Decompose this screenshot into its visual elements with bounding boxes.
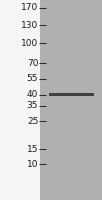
Text: 10: 10 [27, 160, 38, 169]
Text: 130: 130 [21, 21, 38, 29]
Text: 15: 15 [27, 144, 38, 154]
Text: 55: 55 [27, 74, 38, 83]
Text: 35: 35 [27, 101, 38, 110]
Text: 25: 25 [27, 117, 38, 126]
Bar [0, 123, 40, 147]
Bar [40, 0, 102, 200]
Text: 100: 100 [21, 38, 38, 47]
Text: 40: 40 [27, 90, 38, 99]
Text: 170: 170 [21, 3, 38, 12]
Text: 70: 70 [27, 58, 38, 68]
Bar [49, 93, 94, 96]
